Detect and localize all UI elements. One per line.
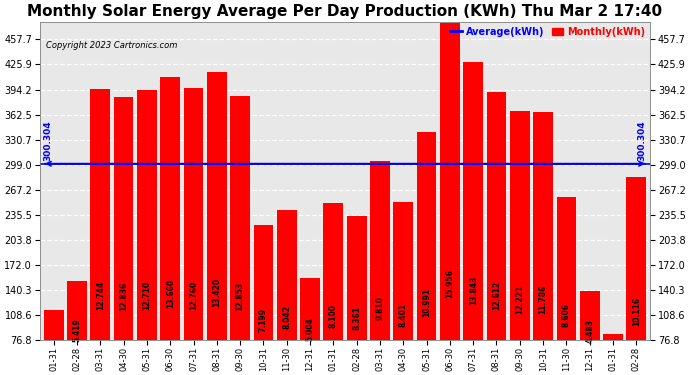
Bar [90,89,110,375]
Text: 300.304: 300.304 [638,120,647,160]
Bar [440,23,460,375]
Text: 12.760: 12.760 [189,280,198,310]
Text: 5.004: 5.004 [306,317,315,341]
Bar [510,111,530,375]
Bar [463,62,483,375]
Text: 15.956: 15.956 [445,269,455,298]
Text: Copyright 2023 Cartronics.com: Copyright 2023 Cartronics.com [46,41,177,50]
Bar [580,291,600,375]
Bar [370,161,390,375]
Text: 12.710: 12.710 [142,280,151,310]
Bar [417,132,437,375]
Text: 13.843: 13.843 [469,276,477,305]
Text: 8.606: 8.606 [562,303,571,327]
Text: 5.419: 5.419 [72,318,81,342]
Bar [207,72,227,375]
Bar [533,112,553,375]
Bar [67,281,87,375]
Text: 11.786: 11.786 [539,285,548,314]
Text: 8.042: 8.042 [282,305,291,329]
Text: 10.116: 10.116 [632,296,641,326]
Text: 9.810: 9.810 [375,296,384,320]
Bar [230,96,250,375]
Bar [300,279,320,375]
Bar [43,310,63,375]
Bar [184,88,204,375]
Text: 12.221: 12.221 [515,285,524,314]
Bar [393,202,413,375]
Text: 8.361: 8.361 [352,306,361,330]
Bar [277,210,297,375]
Bar [347,216,366,375]
Text: 8.100: 8.100 [329,303,338,327]
Bar [627,177,647,375]
Bar [557,197,576,375]
Bar [253,225,273,375]
Text: 13.420: 13.420 [213,278,221,307]
Bar [603,334,623,375]
Text: 7.199: 7.199 [259,308,268,332]
Text: 12.744: 12.744 [96,280,105,310]
Text: 8.401: 8.401 [399,303,408,327]
Bar [114,97,133,375]
Text: 4.483: 4.483 [585,320,594,344]
Text: 12.612: 12.612 [492,281,501,310]
Bar [486,92,506,375]
Text: 10.991: 10.991 [422,288,431,317]
Text: 13.660: 13.660 [166,278,175,308]
Bar [160,77,180,375]
Title: Monthly Solar Energy Average Per Day Production (KWh) Thu Mar 2 17:40: Monthly Solar Energy Average Per Day Pro… [28,4,662,19]
Text: 12.853: 12.853 [235,282,245,311]
Text: 300.304: 300.304 [43,120,52,160]
Text: 12.836: 12.836 [119,282,128,311]
Bar [324,202,343,375]
Legend: Average(kWh), Monthly(kWh): Average(kWh), Monthly(kWh) [450,27,645,37]
Bar [137,90,157,375]
